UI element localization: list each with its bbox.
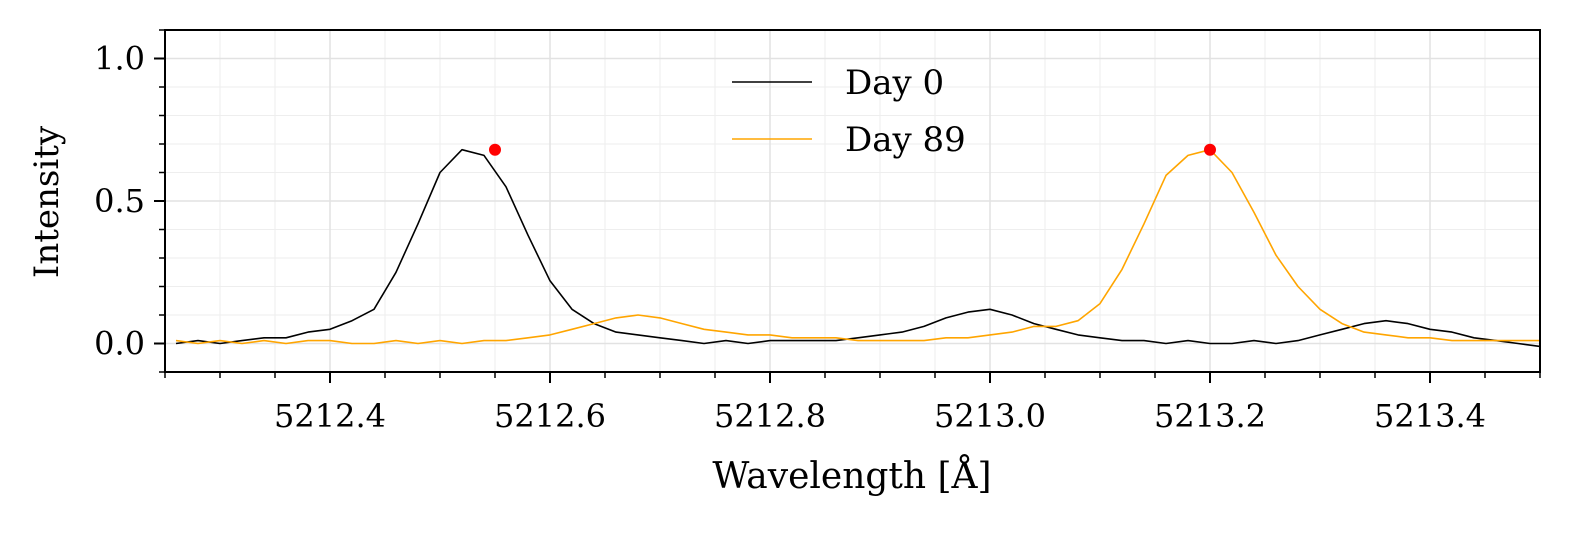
series-line-day-0	[175, 148, 1541, 348]
x-axis-label: Wavelength [Å]	[712, 455, 991, 497]
x-tick-label: 5213.0	[934, 397, 1046, 435]
peak-marker	[489, 143, 501, 156]
x-tick-label: 5212.4	[274, 397, 386, 435]
y-tick-label: 0.5	[94, 182, 145, 220]
y-tick-label: 0.0	[94, 325, 145, 363]
x-tick-label: 5213.4	[1374, 397, 1486, 435]
series-lines	[175, 148, 1541, 348]
y-axis-ticks: 0.0 0.5 1.0	[94, 29, 165, 373]
peak-marker	[1204, 143, 1216, 156]
x-tick-label: 5212.8	[714, 397, 826, 435]
x-tick-label: 5212.6	[494, 397, 606, 435]
y-axis-label: Intensity	[27, 125, 67, 278]
x-tick-label: 5213.2	[1154, 397, 1266, 435]
legend-label: Day 0	[845, 63, 944, 103]
series-line-day-89	[175, 148, 1540, 345]
legend-label: Day 89	[845, 120, 966, 160]
peak-markers	[489, 143, 1216, 156]
y-tick-label: 1.0	[94, 40, 145, 78]
legend: Day 0 Day 89	[732, 63, 966, 160]
x-axis-ticks: 5212.4 5212.6 5212.8 5213.0 5213.2 5213.4	[164, 372, 1541, 435]
